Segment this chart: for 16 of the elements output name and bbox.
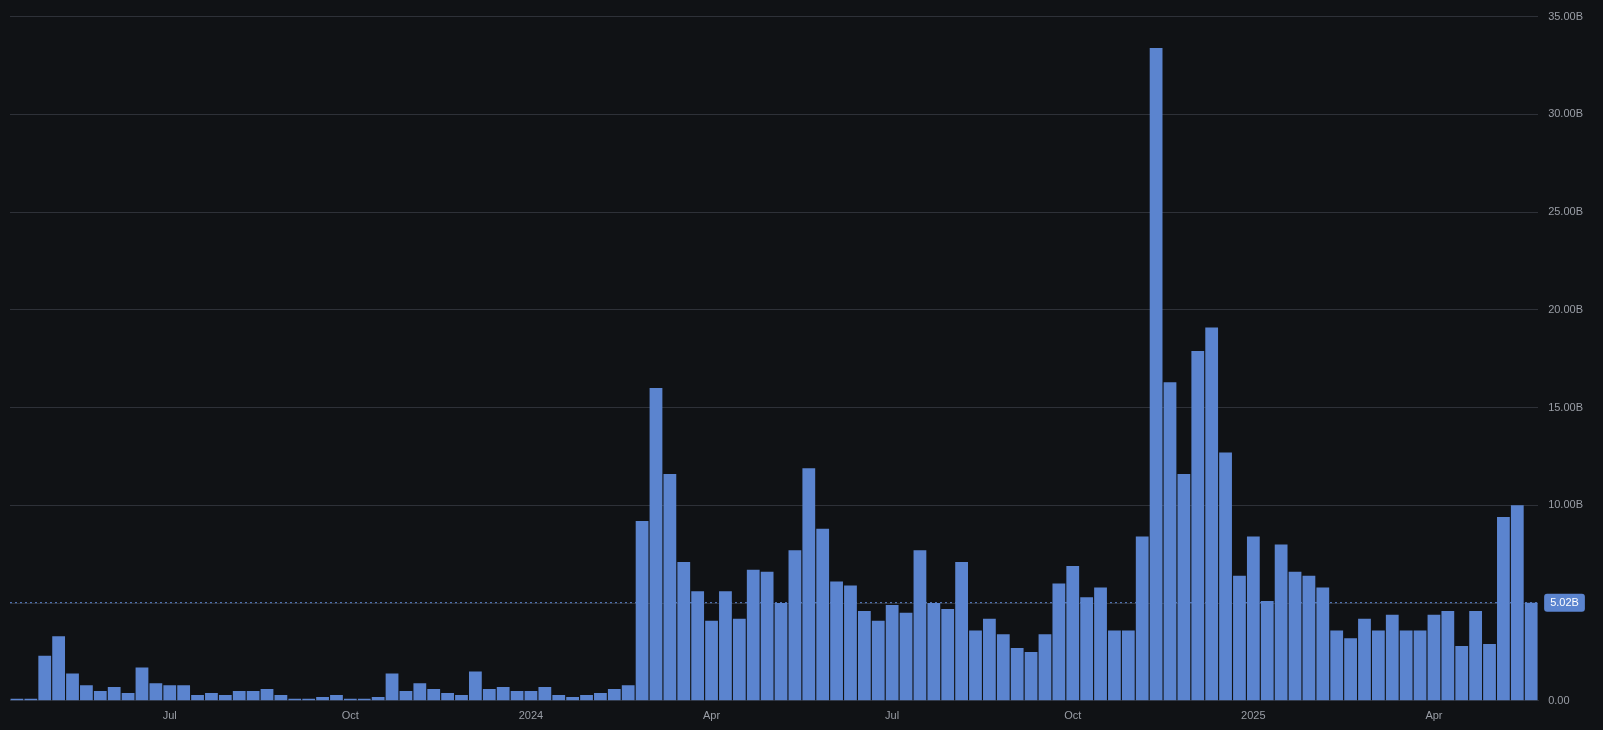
- y-tick-label: 20.00B: [1548, 302, 1584, 315]
- x-tick-label: Oct: [1064, 709, 1082, 722]
- y-tick-label: 35.00B: [1548, 9, 1584, 22]
- y-tick-label: 15.00B: [1548, 400, 1584, 413]
- x-tick-label: Oct: [341, 709, 359, 722]
- ref-line-label: 5.02B: [1550, 595, 1579, 608]
- x-tick-label: Jul: [162, 709, 177, 722]
- y-tick-label: 30.00B: [1548, 107, 1584, 120]
- x-tick-label: Jul: [885, 709, 900, 722]
- x-tick-label: 2024: [518, 709, 544, 722]
- x-tick-label: Apr: [1425, 709, 1443, 722]
- x-tick-label: Apr: [702, 709, 721, 722]
- y-tick-label: 25.00B: [1548, 205, 1584, 218]
- y-tick-label: 10.00B: [1548, 498, 1584, 511]
- y-tick-label: 0.00: [1548, 693, 1570, 706]
- x-tick-label: 2025: [1241, 709, 1266, 722]
